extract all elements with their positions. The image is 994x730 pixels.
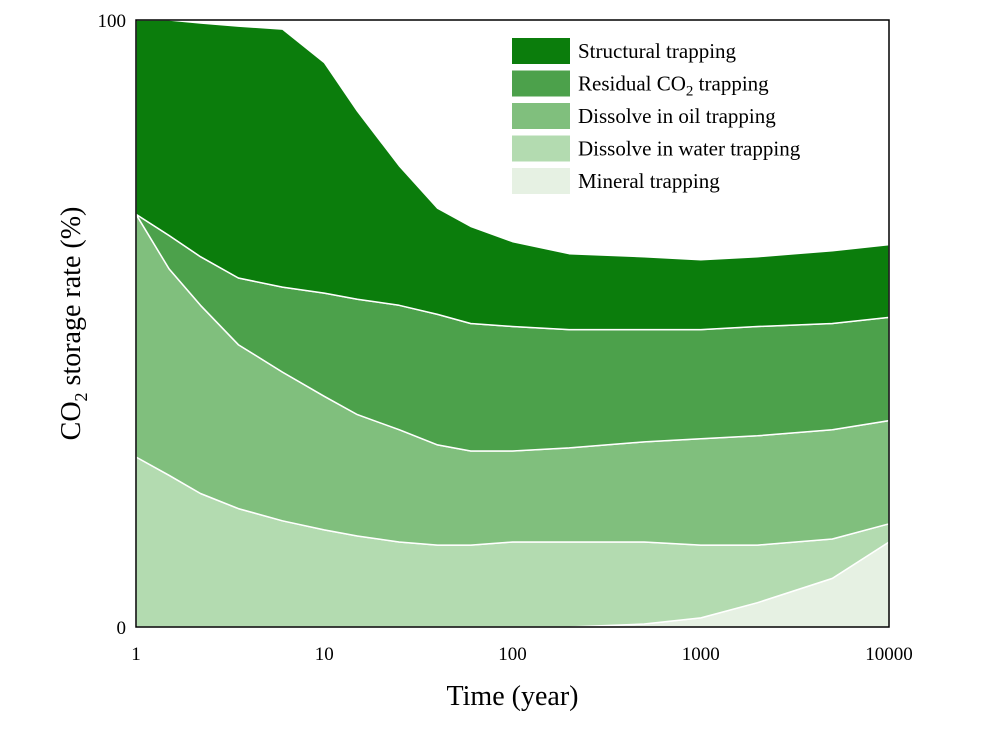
axis-ticks: 1 10 100 1000 10000 0 100 — [98, 11, 913, 665]
legend-swatch-dissolve-in-oil-trapping — [512, 103, 570, 129]
legend-label-dissolve-in-water-trapping: Dissolve in water trapping — [578, 137, 801, 161]
x-tick-label-10000: 10000 — [865, 644, 913, 665]
x-tick-label-100: 100 — [498, 644, 527, 665]
legend-label-mineral-trapping: Mineral trapping — [578, 169, 720, 193]
legend-label-structural-trapping: Structural trapping — [578, 39, 737, 63]
legend-swatch-dissolve-in-water-trapping — [512, 135, 570, 162]
legend: Structural trapping Residual CO2 trapping… — [512, 38, 801, 194]
y-axis-title-main: CO — [56, 401, 87, 440]
y-axis-title: CO2 storage rate (%) — [56, 207, 91, 441]
legend-swatch-residual-co2-trapping — [512, 70, 570, 97]
x-tick-label-10: 10 — [315, 644, 334, 665]
y-axis-title-rest: storage rate (%) — [56, 207, 87, 393]
legend-swatch-structural-trapping — [512, 38, 570, 64]
plot-frame — [135, 19, 890, 628]
x-tick-label-1: 1 — [131, 644, 141, 665]
area-series-group — [135, 19, 890, 628]
y-axis-title-subscript: 2 — [71, 392, 91, 401]
legend-label-dissolve-in-oil-trapping: Dissolve in oil trapping — [578, 104, 776, 128]
y-tick-label-0: 0 — [117, 618, 127, 639]
legend-swatch-mineral-trapping — [512, 168, 570, 194]
x-axis-title: Time (year) — [447, 681, 579, 712]
y-tick-label-100: 100 — [98, 11, 127, 32]
legend-label-residual-co2-trapping: Residual CO2 trapping — [578, 72, 769, 100]
x-tick-label-1000: 1000 — [682, 644, 720, 665]
